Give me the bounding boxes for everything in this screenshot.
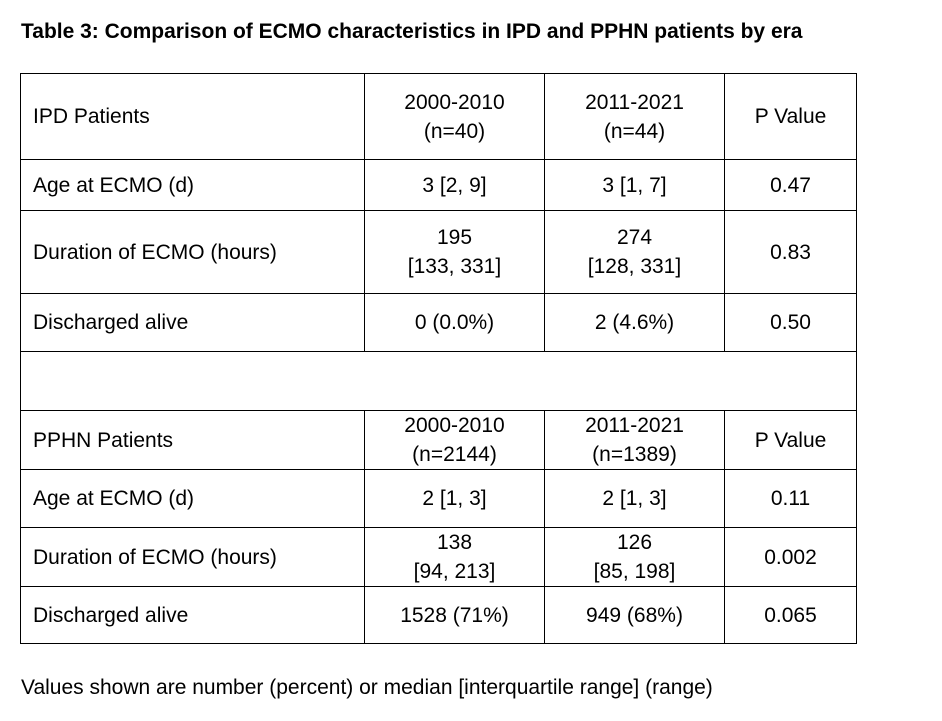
cell-median: 274 bbox=[616, 226, 653, 249]
ipd-era2-header: 2011-2021 (n=44) bbox=[544, 73, 725, 160]
pphn-header-row: PPHN Patients 2000-2010 (n=2144) 2011-20… bbox=[20, 410, 857, 470]
pphn-era1-years: 2000-2010 bbox=[404, 414, 505, 437]
ipd-era1-header: 2000-2010 (n=40) bbox=[364, 73, 545, 160]
table-row: Discharged alive 0 (0.0%) 2 (4.6%) 0.50 bbox=[20, 293, 857, 352]
cell-era1: 2 [1, 3] bbox=[364, 469, 545, 528]
cell-era2: 949 (68%) bbox=[544, 586, 725, 644]
cell-median: 126 bbox=[616, 531, 653, 554]
pphn-era2-n: (n=1389) bbox=[592, 443, 677, 466]
row-label: Age at ECMO (d) bbox=[20, 469, 365, 528]
cell-iqr: [85, 198] bbox=[593, 560, 676, 583]
table-title: Table 3: Comparison of ECMO characterist… bbox=[21, 20, 803, 43]
cell-iqr: [94, 213] bbox=[413, 560, 496, 583]
comparison-table: IPD Patients 2000-2010 (n=40) 2011-2021 … bbox=[20, 73, 857, 644]
ipd-pvalue-header: P Value bbox=[724, 73, 857, 160]
ipd-section-label: IPD Patients bbox=[20, 73, 365, 160]
cell-era2: 126 [85, 198] bbox=[544, 527, 725, 587]
cell-era1: 195 [133, 331] bbox=[364, 210, 545, 294]
cell-pvalue: 0.002 bbox=[724, 527, 857, 587]
spacer-row bbox=[20, 351, 857, 411]
cell-pvalue: 0.83 bbox=[724, 210, 857, 294]
table-row: Duration of ECMO (hours) 195 [133, 331] … bbox=[20, 210, 857, 294]
pphn-era1-n: (n=2144) bbox=[412, 443, 497, 466]
row-label: Duration of ECMO (hours) bbox=[20, 210, 365, 294]
table-row: Age at ECMO (d) 3 [2, 9] 3 [1, 7] 0.47 bbox=[20, 159, 857, 211]
table-row: Duration of ECMO (hours) 138 [94, 213] 1… bbox=[20, 527, 857, 587]
cell-iqr: [128, 331] bbox=[587, 255, 682, 278]
cell-pvalue: 0.50 bbox=[724, 293, 857, 352]
ipd-era2-n: (n=44) bbox=[603, 119, 666, 143]
ipd-era2-years: 2011-2021 bbox=[585, 90, 684, 114]
row-label: Age at ECMO (d) bbox=[20, 159, 365, 211]
cell-era2: 2 [1, 3] bbox=[544, 469, 725, 528]
pphn-era2-years: 2011-2021 bbox=[585, 414, 684, 437]
ipd-header-row: IPD Patients 2000-2010 (n=40) 2011-2021 … bbox=[20, 73, 857, 160]
cell-era2: 2 (4.6%) bbox=[544, 293, 725, 352]
pphn-pvalue-header: P Value bbox=[724, 410, 857, 470]
cell-pvalue: 0.47 bbox=[724, 159, 857, 211]
pphn-era2-header: 2011-2021 (n=1389) bbox=[544, 410, 725, 470]
ipd-era1-n: (n=40) bbox=[423, 119, 486, 143]
table-row: Discharged alive 1528 (71%) 949 (68%) 0.… bbox=[20, 586, 857, 644]
ipd-era1-years: 2000-2010 bbox=[404, 90, 505, 114]
cell-era1: 0 (0.0%) bbox=[364, 293, 545, 352]
cell-era1: 1528 (71%) bbox=[364, 586, 545, 644]
spacer-cell bbox=[20, 351, 857, 411]
table-row: Age at ECMO (d) 2 [1, 3] 2 [1, 3] 0.11 bbox=[20, 469, 857, 528]
cell-pvalue: 0.11 bbox=[724, 469, 857, 528]
cell-iqr: [133, 331] bbox=[407, 255, 502, 278]
cell-pvalue: 0.065 bbox=[724, 586, 857, 644]
table-footnote: Values shown are number (percent) or med… bbox=[21, 676, 713, 699]
cell-median: 195 bbox=[436, 226, 473, 249]
row-label: Discharged alive bbox=[20, 293, 365, 352]
cell-era2: 3 [1, 7] bbox=[544, 159, 725, 211]
cell-era1: 3 [2, 9] bbox=[364, 159, 545, 211]
cell-era2: 274 [128, 331] bbox=[544, 210, 725, 294]
row-label: Discharged alive bbox=[20, 586, 365, 644]
cell-era1: 138 [94, 213] bbox=[364, 527, 545, 587]
pphn-era1-header: 2000-2010 (n=2144) bbox=[364, 410, 545, 470]
pphn-section-label: PPHN Patients bbox=[20, 410, 365, 470]
row-label: Duration of ECMO (hours) bbox=[20, 527, 365, 587]
cell-median: 138 bbox=[436, 531, 473, 554]
